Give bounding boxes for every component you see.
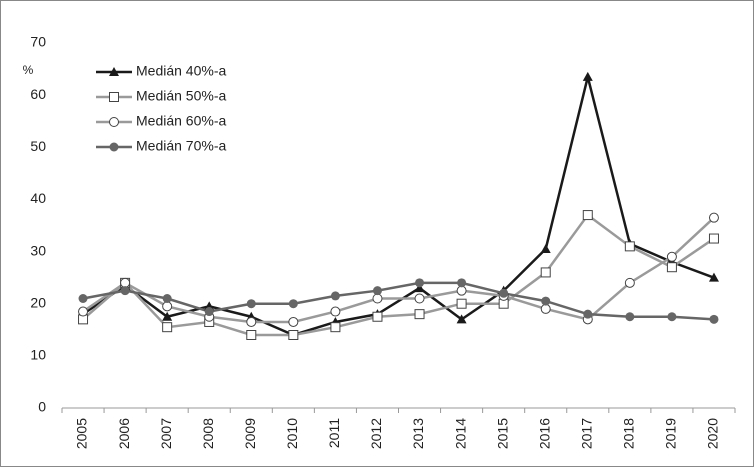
x-tick-label: 2016 — [536, 418, 552, 449]
x-tick-label: 2010 — [284, 418, 300, 449]
y-tick-label: 60 — [30, 86, 46, 102]
data-point — [499, 288, 509, 298]
data-point — [330, 322, 341, 333]
x-tick-label: 2011 — [326, 418, 342, 448]
data-point — [162, 322, 173, 333]
legend-label: Medián 50%-a — [136, 88, 226, 104]
x-tick-label: 2017 — [578, 418, 594, 449]
x-tick-label: 2020 — [705, 418, 721, 449]
data-point — [288, 316, 299, 327]
data-point — [246, 316, 257, 327]
data-point — [540, 267, 551, 278]
data-point — [162, 301, 173, 312]
legend-marker — [109, 92, 119, 102]
data-point — [666, 251, 677, 262]
data-point — [624, 241, 635, 252]
data-point — [456, 298, 467, 309]
data-point — [625, 312, 635, 322]
legend-label: Medián 40%-a — [136, 63, 226, 79]
y-tick-label: 40 — [30, 190, 46, 206]
data-point — [708, 233, 719, 244]
y-tick-label: 30 — [30, 242, 46, 258]
x-tick-label: 2007 — [158, 418, 174, 449]
data-point — [708, 272, 719, 282]
x-tick-label: 2008 — [200, 418, 216, 449]
data-point — [709, 314, 719, 324]
data-point — [708, 212, 719, 223]
data-point — [457, 278, 467, 288]
data-point — [120, 286, 130, 296]
data-point — [582, 210, 593, 221]
x-tick-label: 2006 — [116, 418, 132, 449]
legend-marker — [109, 142, 119, 152]
data-point — [624, 277, 635, 288]
data-point — [330, 306, 341, 317]
data-point — [415, 278, 425, 288]
legend-marker — [109, 67, 119, 76]
data-point — [120, 277, 131, 288]
data-point — [162, 294, 172, 303]
data-point — [330, 291, 340, 301]
data-point — [414, 283, 425, 293]
x-tick-label: 2018 — [621, 418, 637, 449]
y-tick-label: 10 — [30, 347, 46, 363]
data-point — [246, 299, 256, 309]
data-point — [414, 309, 425, 320]
series-line — [82, 216, 715, 324]
x-tick-label: 2019 — [663, 418, 679, 449]
data-point — [162, 311, 173, 321]
data-point — [78, 306, 89, 317]
x-tick-label: 2012 — [368, 418, 384, 449]
data-point — [456, 314, 467, 324]
series-line — [82, 213, 715, 337]
x-tick-label: 2013 — [410, 418, 426, 449]
y-tick-label: 0 — [38, 399, 46, 415]
data-point — [204, 307, 214, 317]
data-point — [666, 262, 677, 273]
x-tick-label: 2014 — [452, 418, 468, 449]
data-point — [372, 286, 382, 296]
y-unit: % — [23, 63, 34, 77]
data-point — [414, 293, 425, 304]
y-tick-label: 50 — [30, 138, 46, 154]
data-point — [583, 309, 593, 319]
data-point — [582, 71, 593, 81]
data-point — [246, 330, 257, 340]
y-tick-label: 20 — [30, 294, 46, 310]
data-point — [288, 330, 299, 340]
data-point — [540, 303, 551, 314]
data-point — [372, 311, 383, 322]
legend-marker — [109, 117, 119, 127]
data-point — [541, 296, 551, 306]
legend-label: Medián 60%-a — [136, 113, 226, 129]
x-tick-label: 2005 — [74, 418, 90, 449]
x-tick-label: 2015 — [494, 418, 510, 449]
data-point — [78, 294, 88, 303]
data-point — [667, 312, 677, 322]
y-tick-label: 70 — [30, 34, 46, 50]
series-line — [82, 281, 715, 321]
data-point — [540, 243, 551, 253]
x-tick-label: 2009 — [242, 418, 258, 449]
data-point — [456, 285, 467, 296]
data-point — [288, 299, 298, 309]
data-point — [372, 293, 383, 304]
legend-label: Medián 70%-a — [136, 138, 226, 154]
